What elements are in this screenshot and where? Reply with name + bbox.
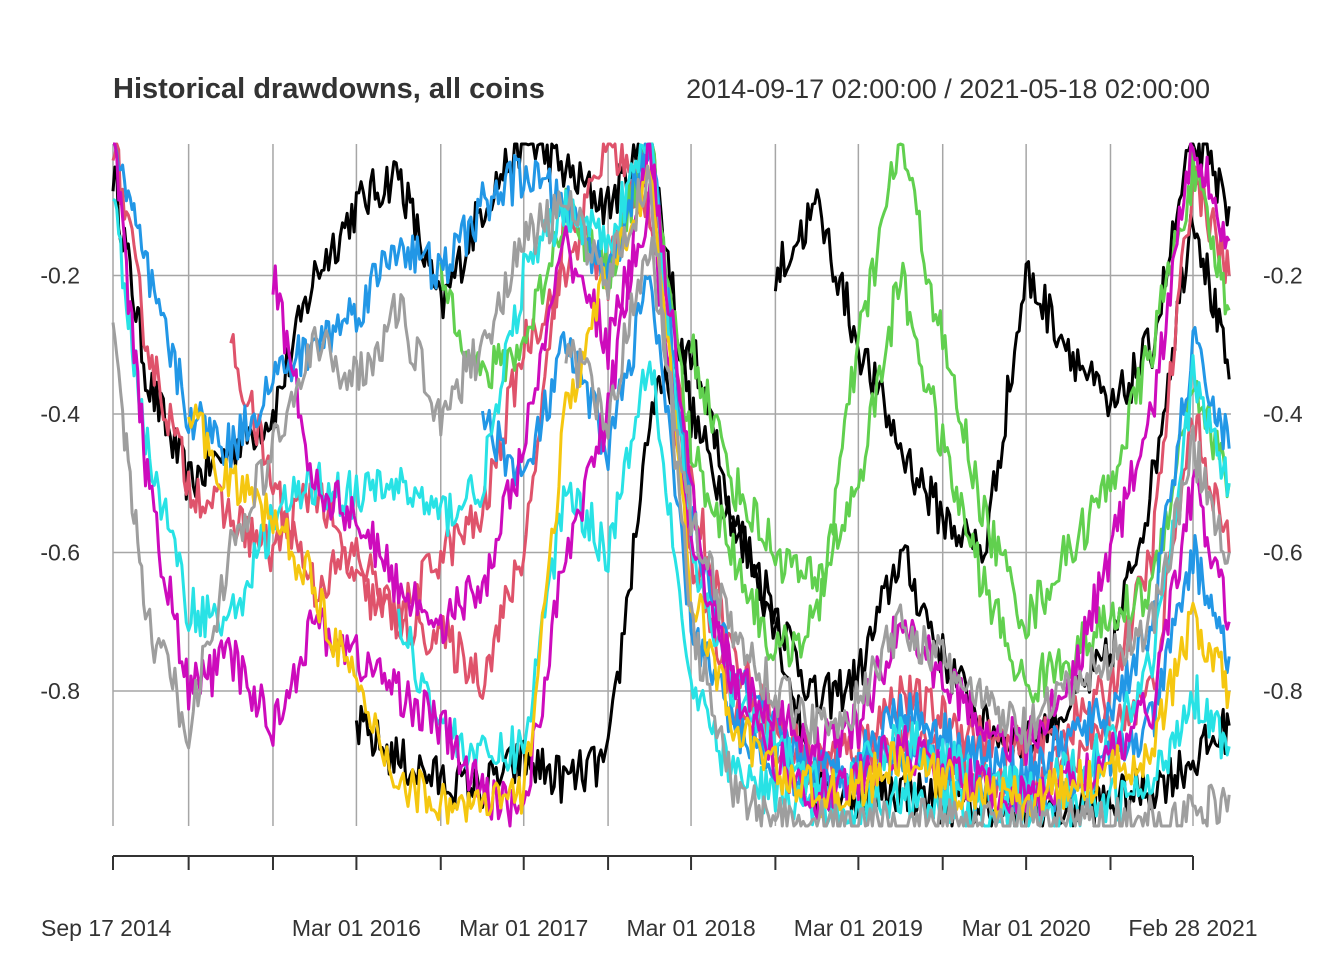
- y-axis-right: -0.2 -0.4 -0.6 -0.8: [1263, 263, 1303, 704]
- series-line-6: [689, 261, 1231, 704]
- y-tick-label-left-3: -0.8: [40, 678, 80, 704]
- y-tick-label-left-1: -0.4: [40, 401, 80, 427]
- y-tick-label-right-2: -0.6: [1263, 540, 1303, 566]
- series-line-13: [187, 164, 1231, 825]
- y-tick-label-right-1: -0.4: [1263, 401, 1303, 427]
- x-tick-label-1: Mar 01 2016: [292, 915, 421, 941]
- x-tick-label-3: Mar 01 2018: [626, 915, 755, 941]
- series-line-11: [113, 142, 1231, 828]
- y-tick-label-right-0: -0.2: [1263, 263, 1303, 289]
- x-axis: Sep 17 2014 Mar 01 2016 Mar 01 2017 Mar 01 …: [41, 855, 1258, 941]
- chart-title: Historical drawdowns, all coins: [113, 73, 545, 105]
- y-tick-label-right-3: -0.8: [1263, 678, 1303, 704]
- date-range-label: 2014-09-17 02:00:00 / 2021-05-18 02:00:0…: [686, 74, 1210, 104]
- series-line-9: [112, 142, 1231, 814]
- x-tick-label-0: Sep 17 2014: [41, 915, 172, 941]
- y-tick-label-left-0: -0.2: [40, 263, 80, 289]
- drawdown-series: [111, 142, 1231, 828]
- y-axis-left: -0.2 -0.4 -0.6 -0.8: [40, 263, 80, 704]
- x-tick-label-5: Mar 01 2020: [962, 915, 1091, 941]
- x-tick-label-4: Mar 01 2019: [794, 915, 923, 941]
- x-tick-label-6: Feb 28 2021: [1128, 915, 1257, 941]
- y-tick-label-left-2: -0.6: [40, 540, 80, 566]
- series-line-2: [773, 142, 1231, 564]
- series-line-15: [564, 236, 1231, 754]
- x-tick-label-2: Mar 01 2017: [459, 915, 588, 941]
